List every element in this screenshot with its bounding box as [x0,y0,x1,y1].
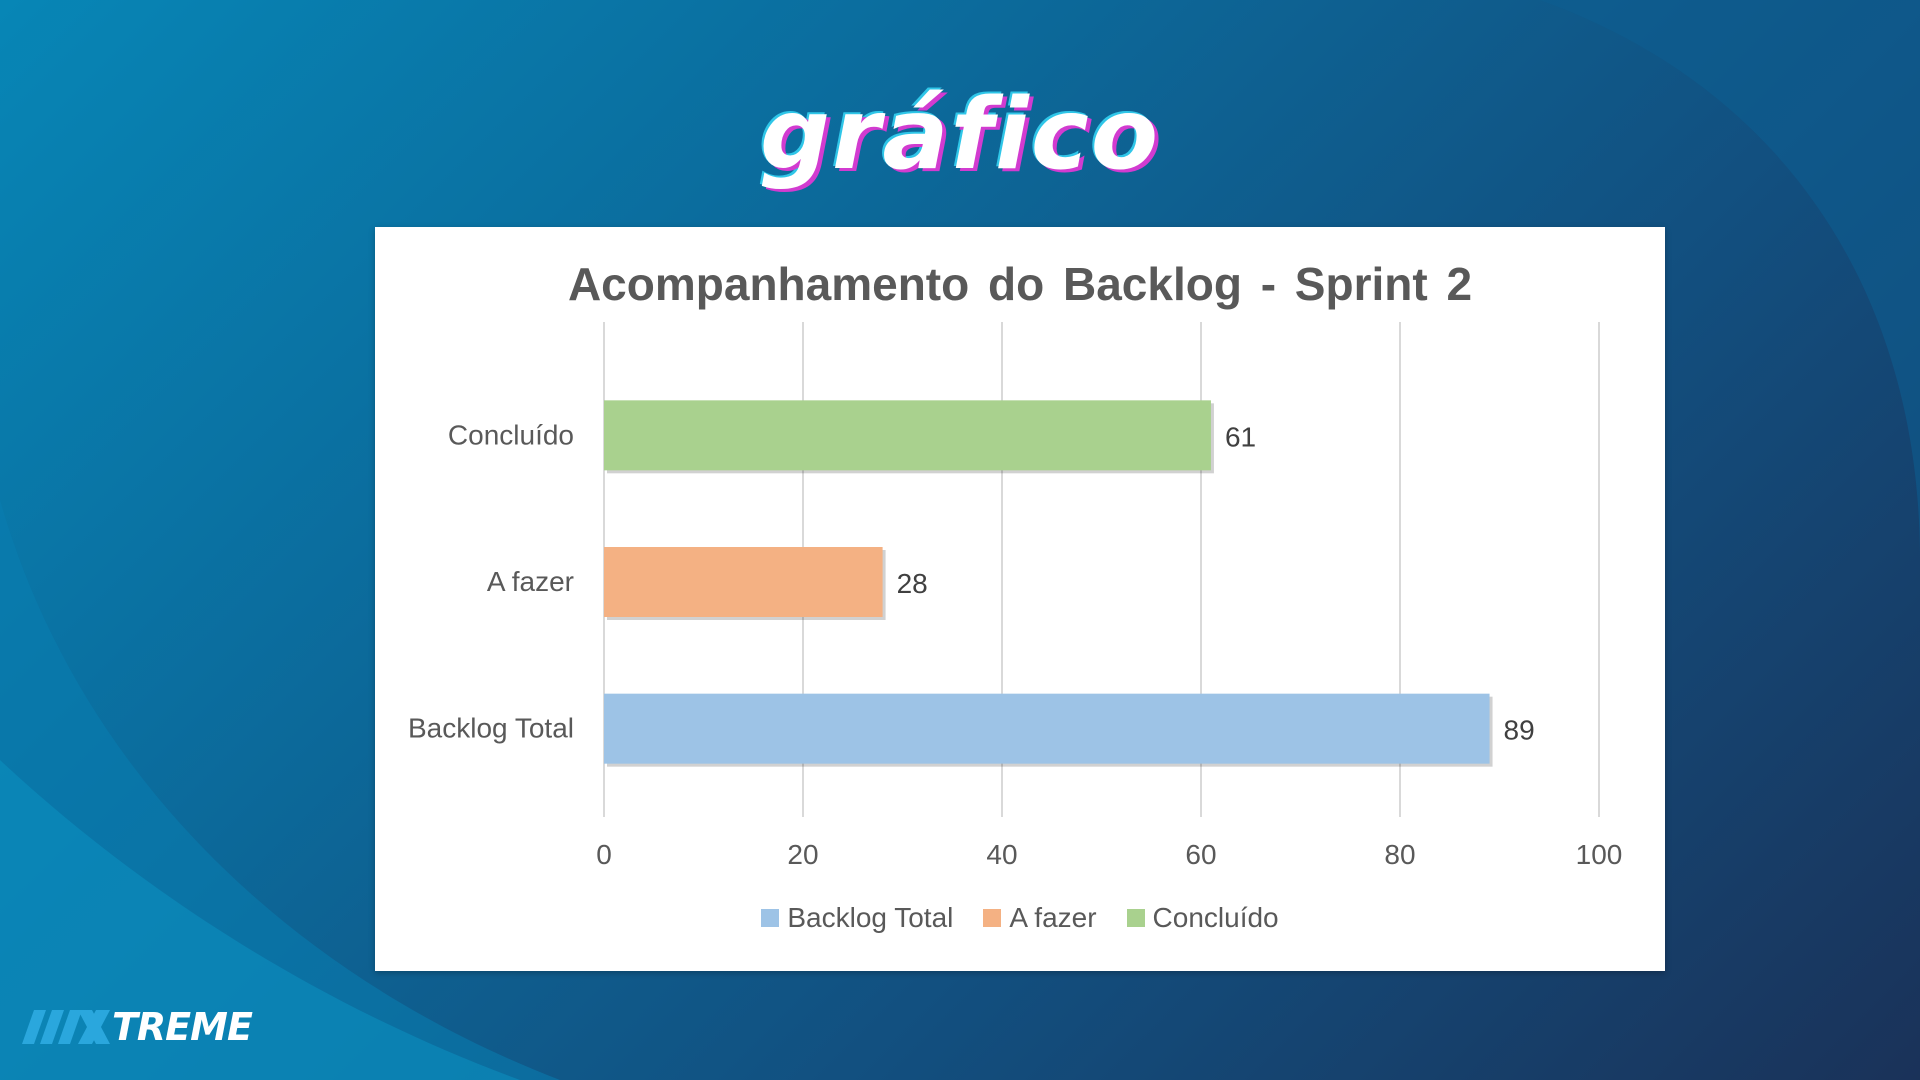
legend-swatch [761,909,780,927]
x-tick-label: 80 [1384,839,1415,870]
bar [604,547,883,617]
legend-label: A fazer [1009,902,1097,933]
category-label: Backlog Total [408,713,574,744]
chart-card: Acompanhamento do Backlog - Sprint 2 0 20… [375,227,1665,971]
chart-plot: 0 20 40 60 80 100 Concluído 61 A fazer 28 Backlog … [408,322,1623,870]
legend-item-a-fazer: A fazer [983,902,1097,934]
data-label: 61 [1225,421,1256,452]
brand-chevrons-icon [22,1010,110,1044]
x-tick-label: 0 [596,839,612,870]
x-tick-label: 20 [787,839,818,870]
category-label: Concluído [448,419,574,450]
slide-title: gráfico [759,78,1161,192]
brand-name: TREME [112,1005,253,1049]
brand-logo: TREME [22,1005,253,1049]
legend-item-concluido: Concluído [1126,902,1279,934]
x-tick-label: 100 [1576,839,1623,870]
bar [604,400,1211,471]
legend-swatch [983,909,1002,927]
legend-label: Backlog Total [787,902,954,933]
category-label: A fazer [487,566,574,597]
data-label: 89 [1504,715,1535,746]
legend-label: Concluído [1152,902,1279,933]
legend-item-backlog-total: Backlog Total [761,902,953,934]
bar [604,693,1490,764]
legend-swatch [1126,909,1145,927]
data-label: 28 [897,568,928,599]
x-tick-label: 40 [986,839,1017,870]
x-tick-label: 60 [1185,839,1216,870]
chart-legend: Backlog Total A fazer Concluído [375,902,1665,934]
chart-title: Acompanhamento do Backlog - Sprint 2 [567,258,1473,310]
